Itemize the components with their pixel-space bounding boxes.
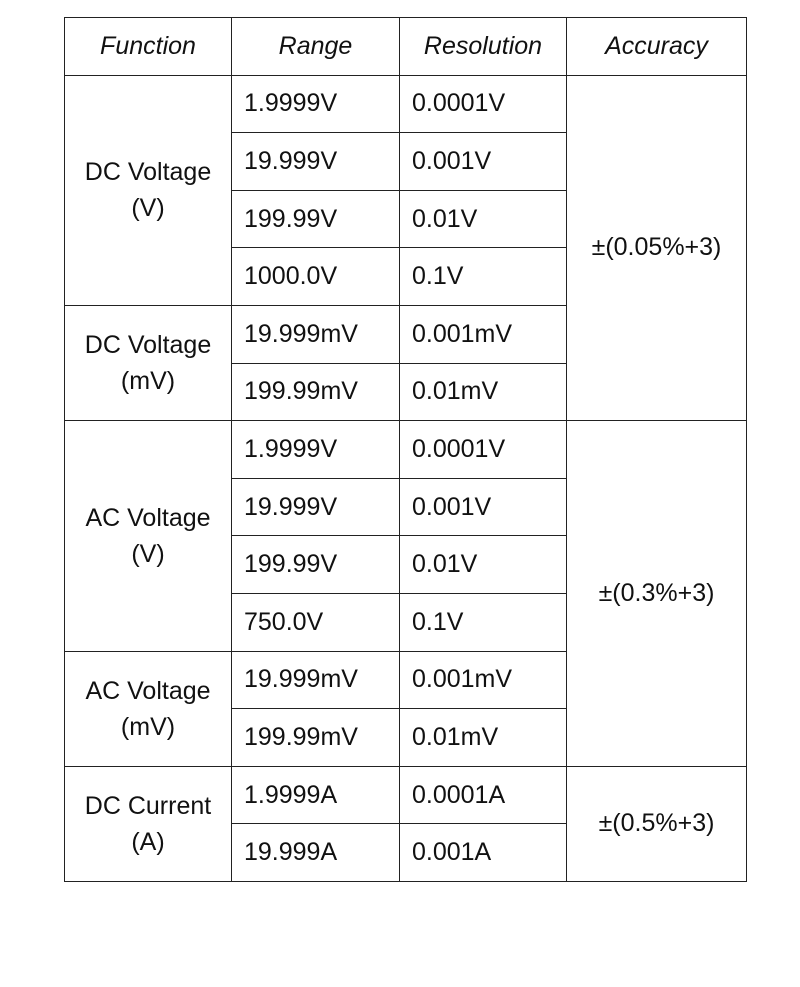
function-unit: (mV) <box>120 712 176 741</box>
table-row: 199.99mV 0.01mV <box>65 708 747 767</box>
range-cell: 199.99V <box>231 535 400 594</box>
function-label: DC Voltage <box>84 331 212 360</box>
function-label: DC Current <box>84 791 212 820</box>
table-row: 1000.0V 0.1V <box>65 247 747 306</box>
accuracy-cell-dc-current: ±(0.5%+3) <box>566 765 747 882</box>
range-cell: 1.9999A <box>231 765 400 825</box>
table-row: 19.999V 0.001V <box>65 477 747 537</box>
range-cell: 1.9999V <box>231 74 400 134</box>
resolution-cell: 0.01mV <box>399 362 567 422</box>
function-cell-dc-voltage-v: DC Voltage (V) <box>64 74 232 306</box>
range-cell: 750.0V <box>231 592 400 652</box>
accuracy-cell-dc-voltage: ±(0.05%+3) <box>566 74 747 422</box>
function-unit: (V) <box>131 194 165 223</box>
function-cell-ac-voltage-v: AC Voltage (V) <box>64 420 232 652</box>
resolution-cell: 0.0001A <box>399 765 567 825</box>
resolution-cell: 0.01V <box>399 189 567 249</box>
spec-table: Function Range Resolution Accuracy DC Vo… <box>64 17 747 882</box>
table-row: 19.999A 0.001A <box>65 823 747 882</box>
table-row: AC Voltage (V) 1.9999V 0.0001V ±(0.3%+3) <box>64 420 747 767</box>
resolution-cell: 0.001mV <box>399 650 567 710</box>
function-unit: (mV) <box>120 367 176 396</box>
header-resolution: Resolution <box>399 17 567 76</box>
range-cell: 19.999mV <box>231 304 400 364</box>
function-cell-ac-voltage-mv: AC Voltage (mV) <box>64 650 232 767</box>
table-row: 19.999V 0.001V <box>65 132 747 191</box>
table-row: DC Voltage (V) 1.9999V 0.0001V ±(0.05%+3… <box>64 74 747 422</box>
range-cell: 199.99mV <box>231 362 400 422</box>
function-unit: (A) <box>131 827 165 856</box>
range-cell: 199.99V <box>231 189 400 249</box>
range-cell: 1000.0V <box>231 247 400 306</box>
resolution-cell: 0.001V <box>399 477 567 537</box>
range-cell: 199.99mV <box>231 708 400 767</box>
function-label: AC Voltage <box>85 676 211 705</box>
table-row: 750.0V 0.1V <box>65 592 747 652</box>
function-cell-dc-current-a: DC Current (A) <box>64 765 232 882</box>
resolution-cell: 0.01mV <box>399 708 567 767</box>
range-cell: 19.999A <box>231 823 400 882</box>
range-cell: 19.999mV <box>231 650 400 710</box>
table-row: 199.99mV 0.01mV <box>65 362 747 422</box>
function-unit: (V) <box>131 539 165 568</box>
resolution-cell: 0.001V <box>399 132 567 191</box>
resolution-cell: 0.001A <box>399 823 567 882</box>
resolution-cell: 0.001mV <box>399 304 567 364</box>
range-cell: 19.999V <box>231 477 400 537</box>
resolution-cell: 0.0001V <box>399 74 567 134</box>
function-label: AC Voltage <box>85 503 211 532</box>
resolution-cell: 0.1V <box>399 247 567 306</box>
resolution-cell: 0.0001V <box>399 420 567 479</box>
header-accuracy: Accuracy <box>566 17 747 76</box>
table-row: DC Voltage (mV) 19.999mV 0.001mV <box>64 304 747 422</box>
function-label: DC Voltage <box>84 158 212 187</box>
table-row: DC Current (A) 1.9999A 0.0001A ±(0.5%+3) <box>64 765 747 882</box>
resolution-cell: 0.1V <box>399 592 567 652</box>
function-cell-dc-voltage-mv: DC Voltage (mV) <box>64 304 232 422</box>
header-row: Function Range Resolution Accuracy <box>64 17 747 76</box>
header-range: Range <box>231 17 400 76</box>
table-row: AC Voltage (mV) 19.999mV 0.001mV <box>64 650 747 767</box>
range-cell: 1.9999V <box>231 420 400 479</box>
resolution-cell: 0.01V <box>399 535 567 594</box>
table-row: 199.99V 0.01V <box>65 535 747 594</box>
header-function: Function <box>64 17 232 76</box>
range-cell: 19.999V <box>231 132 400 191</box>
accuracy-cell-ac-voltage: ±(0.3%+3) <box>566 420 747 767</box>
